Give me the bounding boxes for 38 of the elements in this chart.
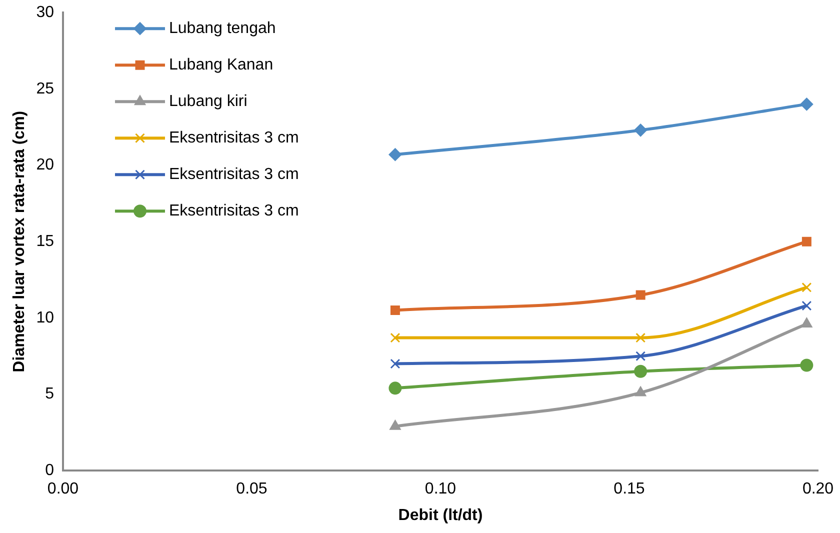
x-axis-title: Debit (lt/dt) (398, 506, 483, 524)
point (636, 351, 646, 362)
y-tick-label: 10 (36, 309, 54, 326)
point (388, 382, 402, 395)
point (634, 124, 648, 137)
legend-label: Eksentrisitas 3 cm (168, 130, 299, 147)
y-tick-label: 30 (36, 4, 54, 22)
point (800, 358, 814, 372)
legend-label: Eksentrisitas 3 cm (168, 166, 299, 184)
y-tick-label: 25 (36, 80, 54, 98)
point (636, 290, 646, 300)
y-tick-label: 20 (36, 156, 54, 174)
point (388, 148, 402, 162)
point (390, 358, 400, 369)
legend-label: Lubang tengah (168, 20, 276, 38)
y-axis-title: Diameter luar vortex rata-rata (cm) (11, 110, 28, 372)
x-tick-label: 0.05 (236, 480, 268, 498)
y-tick-label: 0 (45, 462, 54, 480)
point (800, 318, 812, 328)
legend-label: Lubang Kanan (168, 56, 274, 74)
x-tick-label: 0.15 (614, 480, 645, 498)
y-tick-label: 15 (36, 233, 54, 250)
legend-label: Eksentrisitas 3 cm (168, 202, 299, 220)
point (802, 282, 812, 292)
x-tick-label: 0.00 (47, 480, 79, 498)
point (802, 236, 812, 246)
legend-label: Lubang kiri (168, 93, 248, 110)
x-tick-label: 0.10 (424, 480, 456, 498)
point (634, 364, 648, 378)
point (390, 332, 400, 343)
x-tick-label: 0.20 (802, 480, 834, 498)
point (802, 300, 812, 311)
point (800, 98, 814, 111)
point (636, 332, 646, 343)
point (390, 420, 401, 430)
point (390, 306, 400, 316)
point (634, 386, 646, 396)
y-tick-label: 5 (45, 386, 54, 403)
